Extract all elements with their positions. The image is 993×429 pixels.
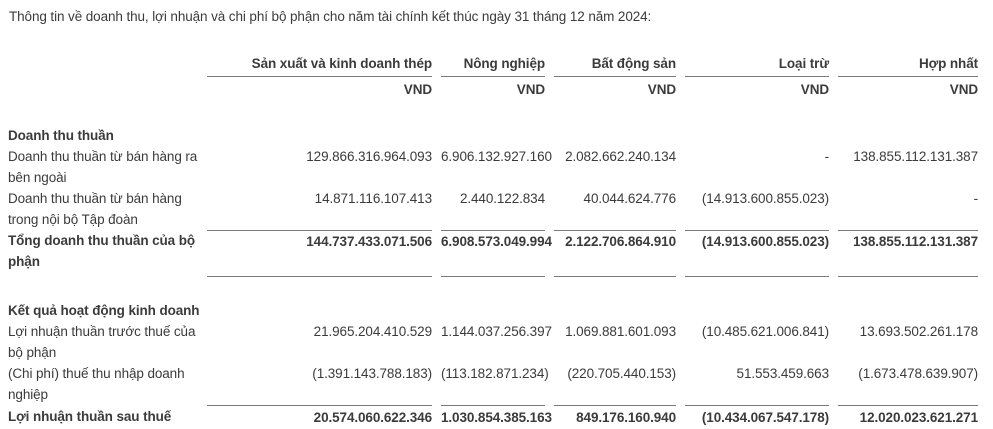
row-label: Lợi nhuận thuần trước thuế của bộ phận [8, 324, 196, 360]
cell-value: (1.673.478.639.907) [858, 366, 978, 381]
cell-value: - [824, 149, 830, 164]
row-label: Doanh thu thuần từ bán hàng ra bên ngoài [8, 149, 198, 185]
cell-value: (1.391.143.788.183) [312, 366, 432, 381]
cell-value: 14.871.116.107.413 [314, 191, 432, 206]
table-row: Doanh thu thuần từ bán hàng ra bên ngoài… [8, 146, 978, 188]
column-header-agriculture: Nông nghiệp [441, 53, 545, 77]
cell-value: 21.965.204.410.529 [313, 324, 432, 339]
cell-value: 144.737.433.071.506 [207, 230, 432, 277]
cell-value: 6.906.132.927.160 [441, 149, 552, 164]
unit-label: VND [647, 82, 676, 97]
total-row: Tổng doanh thu thuần của bộ phận 144.737… [8, 230, 978, 277]
row-label: Tổng doanh thu thuần của bộ phận [8, 233, 196, 269]
document-title: Thông tin về doanh thu, lợi nhuận và chi… [9, 9, 652, 24]
section-header-row: Doanh thu thuần [8, 125, 978, 146]
cell-value: 6.908.573.049.994 [441, 230, 552, 277]
cell-value: 138.855.112.131.387 [853, 149, 978, 164]
column-header-steel: Sản xuất và kinh doanh thép [207, 53, 432, 77]
cell-value: 138.855.112.131.387 [838, 230, 978, 277]
cell-value: (10.434.067.547.178) [685, 405, 829, 429]
cell-value: - [973, 191, 979, 206]
cell-value: 51.553.459.663 [736, 366, 830, 381]
unit-row: VND VND VND VND VND [8, 77, 978, 100]
unit-label: VND [516, 82, 545, 97]
cell-value: 12.020.023.621.271 [838, 405, 978, 429]
column-header-realestate: Bất động sản [554, 53, 676, 77]
cell-value: 2.122.706.864.910 [554, 230, 676, 277]
cell-value: 1.030.854.385.163 [441, 405, 552, 429]
cell-value: 849.176.160.940 [554, 405, 676, 429]
row-label: Lợi nhuận thuần sau thuế [8, 409, 172, 424]
cell-value: (113.182.871.234) [441, 366, 549, 381]
column-header-elimination: Loại trừ [685, 53, 829, 77]
row-label: (Chi phí) thuế thu nhập doanh nghiệp [8, 366, 185, 402]
cell-value: 129.866.316.964.093 [306, 149, 432, 164]
segment-report-table: Sản xuất và kinh doanh thép Nông nghiệp … [0, 53, 987, 429]
row-label: Doanh thu thuần từ bán hàng trong nội bộ… [8, 191, 182, 227]
cell-value: (14.913.600.855.023) [685, 230, 829, 277]
cell-value: 2.082.662.240.134 [565, 149, 676, 164]
spacer-row [8, 100, 978, 125]
section-header: Kết quả hoạt động kinh doanh [8, 303, 200, 318]
column-header-row: Sản xuất và kinh doanh thép Nông nghiệp … [8, 53, 978, 77]
cell-value: 1.144.037.256.397 [441, 324, 552, 339]
unit-label: VND [949, 82, 978, 97]
section-header-row: Kết quả hoạt động kinh doanh [8, 300, 978, 321]
cell-value: (14.913.600.855.023) [701, 191, 829, 206]
table-row: Lợi nhuận thuần trước thuế của bộ phận 2… [8, 321, 978, 363]
section-header: Doanh thu thuần [8, 128, 114, 143]
column-header-empty [8, 53, 198, 77]
cell-value: 2.440.122.834 [459, 191, 545, 206]
spacer-row [8, 277, 978, 300]
table-row: Doanh thu thuần từ bán hàng trong nội bộ… [8, 188, 978, 230]
cell-value: 20.574.060.622.346 [207, 405, 432, 429]
column-header-consolidated: Hợp nhất [838, 53, 978, 77]
cell-value: (220.705.440.153) [567, 366, 676, 381]
table-row: (Chi phí) thuế thu nhập doanh nghiệp (1.… [8, 363, 978, 405]
unit-label: VND [403, 82, 432, 97]
unit-label: VND [800, 82, 829, 97]
cell-value: 40.044.624.776 [583, 191, 677, 206]
cell-value: 1.069.881.601.093 [565, 324, 676, 339]
cell-value: (10.485.621.006.841) [701, 324, 829, 339]
cell-value: 13.693.502.261.178 [859, 324, 978, 339]
total-row: Lợi nhuận thuần sau thuế 20.574.060.622.… [8, 405, 978, 429]
